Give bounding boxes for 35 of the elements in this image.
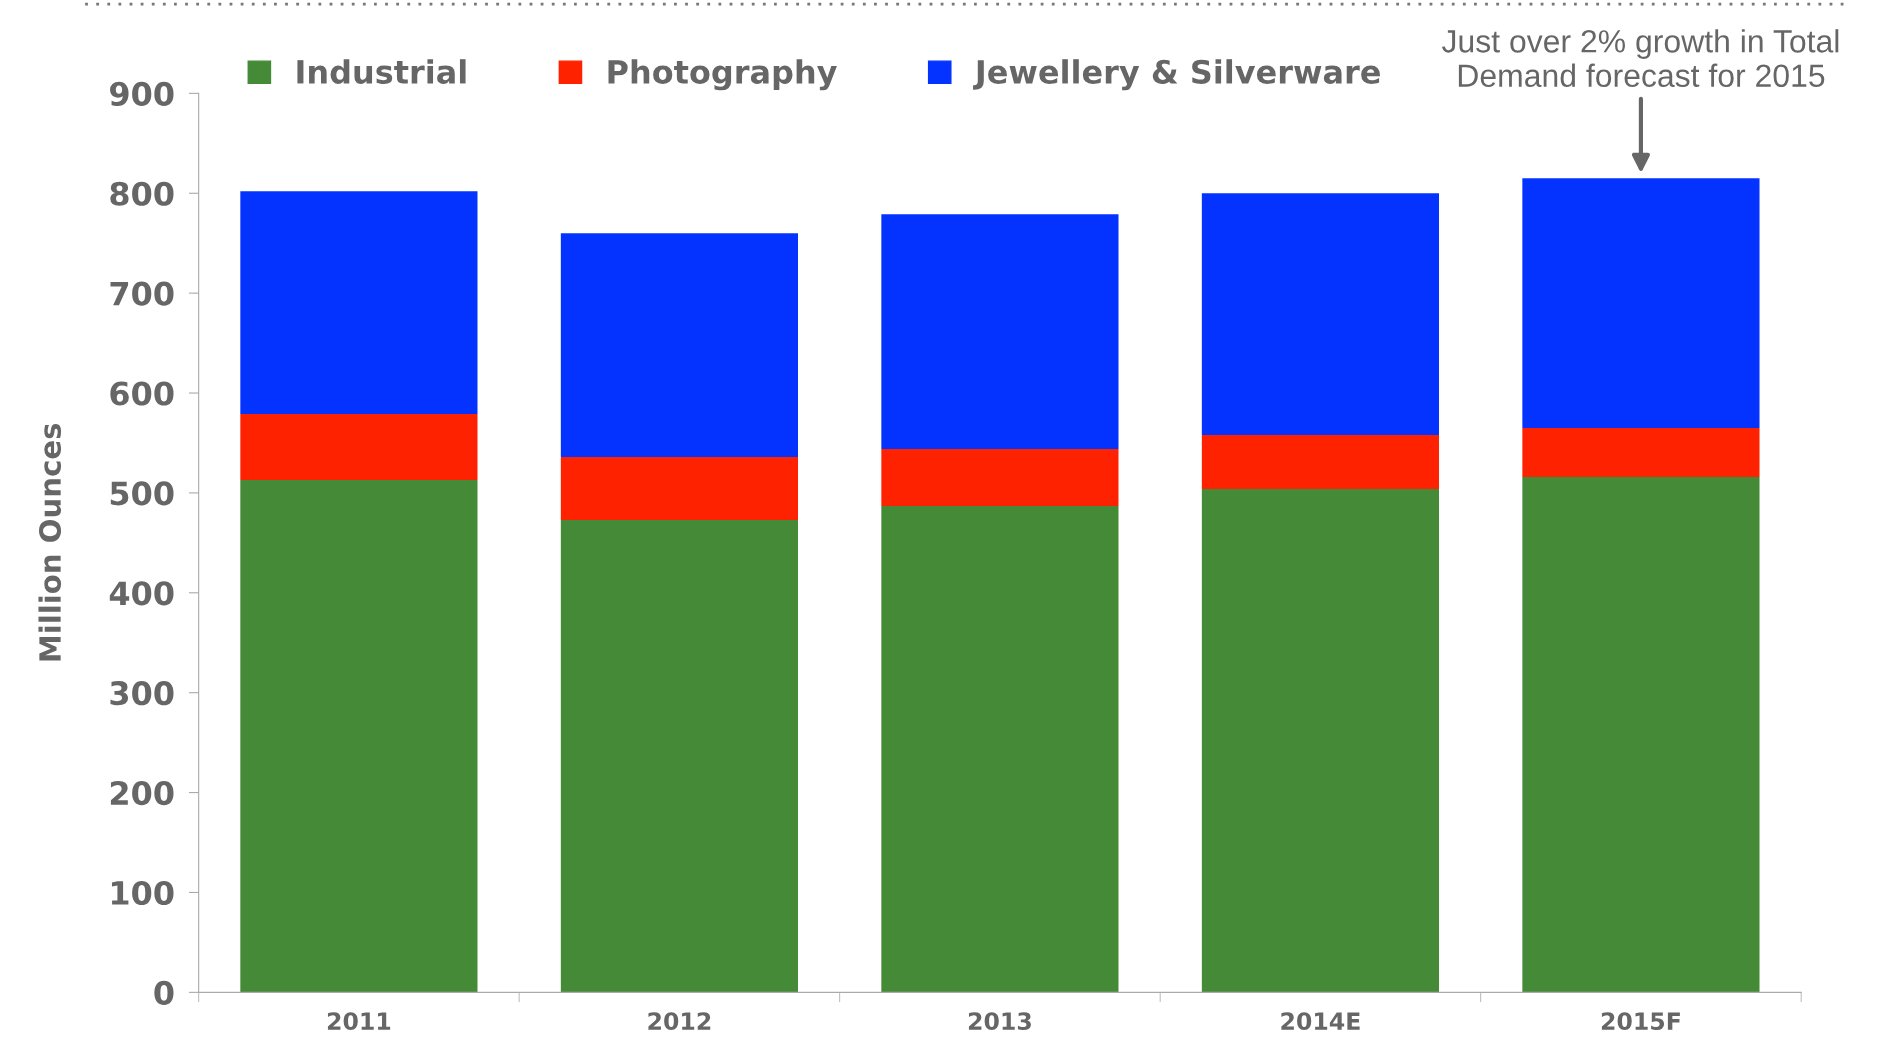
x-tick-label: 2014E	[1281, 1012, 1360, 1031]
y-tick-label: 400	[109, 581, 174, 606]
y-tick-label: 600	[110, 381, 174, 406]
bar	[560, 456, 798, 520]
bar	[1522, 427, 1760, 477]
bar	[240, 191, 478, 414]
x-tick-label: 2012	[648, 1012, 711, 1031]
y-axis-title: Million Ounces	[38, 423, 62, 661]
bar	[881, 214, 1119, 449]
bar	[1522, 476, 1760, 993]
y-tick-label: 700	[110, 281, 174, 306]
bar	[560, 233, 798, 457]
bar	[560, 519, 798, 993]
y-tick-label: 200	[110, 781, 174, 806]
y-tick-label: 800	[110, 181, 174, 206]
bar	[240, 479, 478, 993]
bar	[881, 448, 1119, 506]
legend-label: Jewellery & Silverware	[973, 59, 1380, 91]
x-tick-label: 2015F	[1601, 1012, 1680, 1031]
legend-label: Photography	[608, 59, 837, 91]
bar	[881, 505, 1119, 993]
y-tick-label: 100	[111, 880, 174, 906]
bar	[1201, 488, 1440, 993]
bar	[1522, 178, 1760, 428]
legend-label: Industrial	[297, 59, 466, 84]
y-tick-label: 900	[110, 81, 174, 106]
annotation: Just over 2% growth in Total Demand forecast for 2015	[1441, 29, 1839, 88]
bar	[1201, 193, 1440, 435]
bar	[240, 414, 478, 480]
x-tick-label: 2011	[327, 1012, 391, 1031]
y-tick-label: 0	[154, 980, 174, 1005]
x-tick-label: 2013	[968, 1012, 1031, 1031]
bar	[1201, 434, 1440, 489]
y-tick-label: 300	[110, 681, 174, 706]
y-tick-label: 500	[110, 481, 174, 506]
